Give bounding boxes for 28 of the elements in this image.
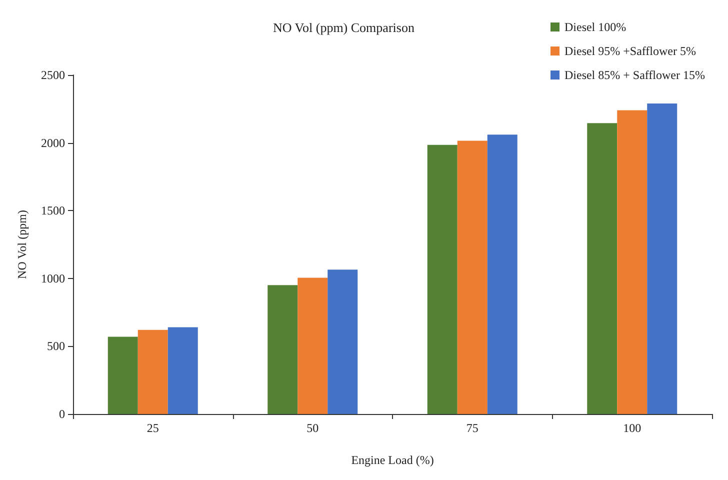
x-tick-label: 25: [146, 421, 159, 435]
x-tick-label: 50: [306, 421, 319, 435]
bar: [168, 327, 198, 414]
legend-label: Diesel 100%: [564, 20, 626, 34]
bar: [487, 134, 518, 414]
bar: [328, 270, 358, 414]
y-tick-label: 0: [59, 407, 65, 421]
chart-title: NO Vol (ppm) Comparison: [273, 20, 415, 35]
y-tick-label: 1500: [41, 204, 65, 218]
y-tick-label: 2500: [41, 68, 65, 82]
bar: [457, 140, 488, 414]
x-tick-label: 100: [623, 421, 642, 435]
bar: [617, 110, 648, 414]
bar: [298, 278, 328, 414]
bar: [138, 330, 168, 414]
x-axis-title: Engine Load (%): [351, 453, 434, 467]
legend-label: Diesel 85% + Safflower 15%: [564, 68, 706, 82]
bar: [587, 123, 618, 414]
bar: [427, 144, 458, 414]
x-tick-label: 75: [466, 421, 478, 435]
bar: [108, 336, 138, 414]
bar: [647, 103, 678, 414]
y-tick-label: 1000: [41, 271, 65, 286]
y-tick-label: 500: [47, 339, 65, 354]
bar: [268, 285, 298, 414]
y-tick-label: 2000: [41, 136, 65, 150]
y-axis-title: NO Vol (ppm): [15, 210, 29, 279]
legend-label: Diesel 95% +Safflower 5%: [564, 44, 696, 58]
